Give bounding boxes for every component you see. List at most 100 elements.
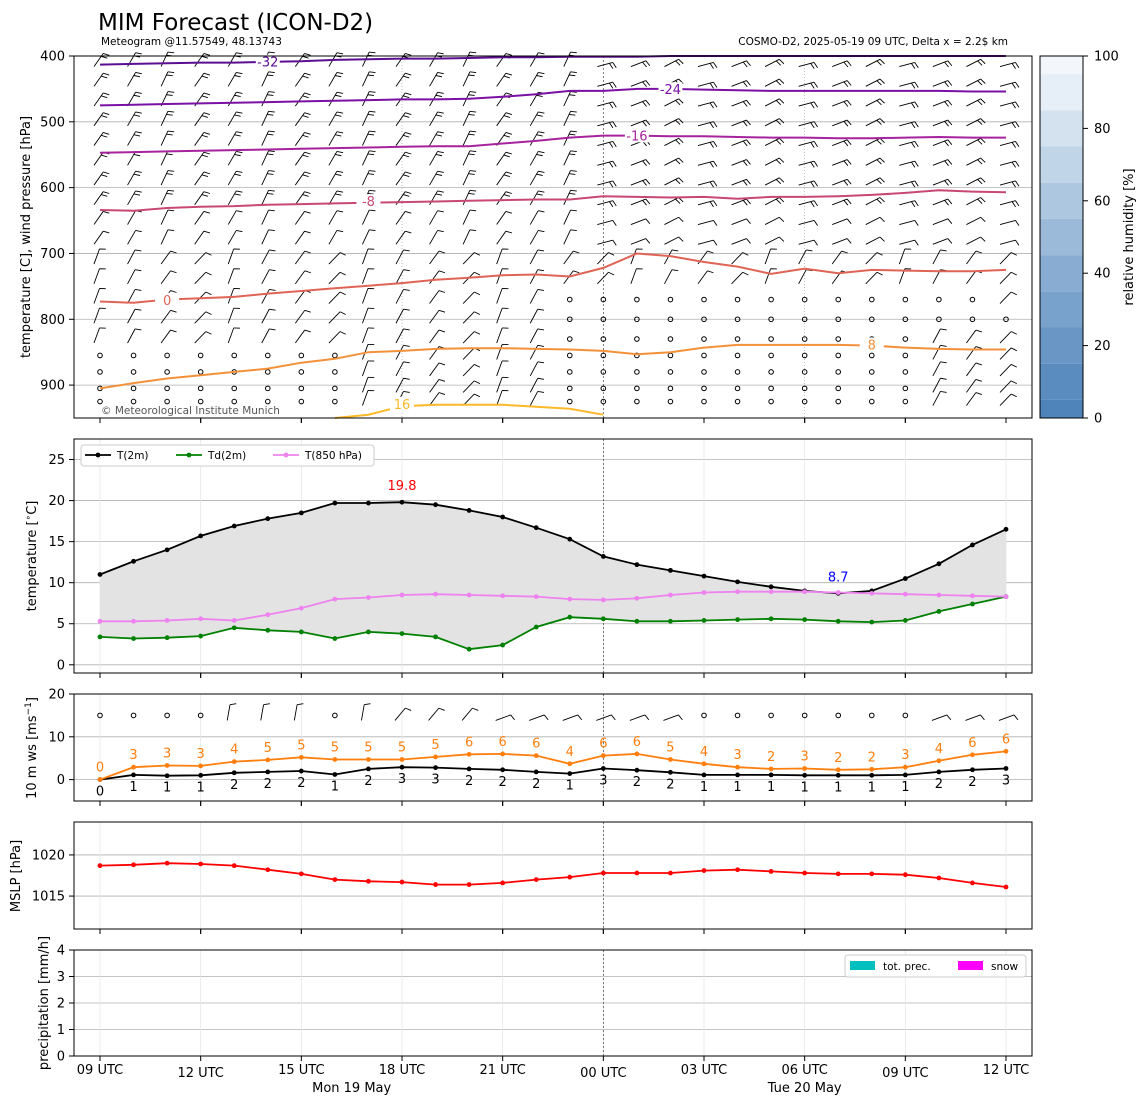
time-tick-label: 18 UTC	[379, 1063, 425, 1078]
t850-point	[332, 597, 337, 602]
gust-wind-point	[232, 759, 237, 764]
wind-value-label: 1	[700, 780, 708, 795]
precipitation-tick-label: 2	[57, 997, 65, 1012]
wind-value-label: 3	[163, 746, 171, 761]
colorbar-tick-label: 100	[1094, 50, 1119, 65]
mean-wind-point	[433, 765, 438, 770]
t2m-point	[534, 525, 539, 530]
wind-value-label: 5	[264, 741, 272, 756]
mean-wind-point	[869, 773, 874, 778]
precipitation-tick-label: 4	[57, 944, 65, 959]
t850-point	[165, 618, 170, 623]
td2m-point	[769, 616, 774, 621]
time-tick-label: 12 UTC	[177, 1066, 223, 1081]
wind-value-label: 2	[633, 775, 641, 790]
pressure-tick-label: 800	[40, 313, 65, 328]
model-subtitle: COSMO-D2, 2025-05-19 09 UTC, Delta x = 2…	[738, 36, 1008, 48]
figure-title: MIM Forecast (ICON-D2)	[98, 10, 373, 36]
legend-entry: snow	[991, 961, 1019, 973]
temperature-tick-label: 25	[48, 453, 65, 468]
mslp-point	[769, 869, 774, 874]
mslp-point	[836, 871, 841, 876]
wind-value-label: 5	[364, 740, 372, 755]
mean-wind-point	[769, 772, 774, 777]
wind-value-label: 4	[935, 742, 943, 757]
mean-wind-point	[702, 772, 707, 777]
mean-wind-point	[165, 773, 170, 778]
wind-value-label: 2	[666, 777, 674, 792]
colorbar-tick-label: 20	[1094, 339, 1111, 354]
mslp-point	[936, 876, 941, 881]
td2m-point	[836, 619, 841, 624]
gust-wind-point	[970, 752, 975, 757]
t850-point	[869, 591, 874, 596]
precipitation-tick-label: 1	[57, 1023, 65, 1038]
wind-speed-tick-label: 20	[48, 688, 65, 703]
day-label: Mon 19 May	[312, 1081, 391, 1096]
colorbar-segment	[1040, 255, 1083, 291]
wind-speed-tick-label: 10	[48, 730, 65, 745]
wind-value-label: 1	[767, 780, 775, 795]
mslp-point	[735, 867, 740, 872]
time-tick-label: 03 UTC	[681, 1063, 727, 1078]
gust-wind-point	[903, 765, 908, 770]
wind-value-label: 2	[935, 777, 943, 792]
t850-point	[702, 590, 707, 595]
mslp-point	[500, 881, 505, 886]
mean-wind-point	[634, 768, 639, 773]
mslp-point	[98, 863, 103, 868]
t2m-point	[265, 516, 270, 521]
td2m-point	[936, 609, 941, 614]
colorbar-segment	[1040, 328, 1083, 364]
gust-wind-point	[332, 757, 337, 762]
wind-value-label: 6	[499, 735, 507, 750]
wind-value-label: 1	[129, 780, 137, 795]
mean-wind-point	[534, 769, 539, 774]
td2m-point	[668, 619, 673, 624]
day-label: Tue 20 May	[767, 1081, 842, 1096]
pressure-tick-label: 1020	[32, 848, 65, 863]
gust-wind-point	[98, 777, 103, 782]
pressure-tick-label: 600	[40, 181, 65, 196]
t850-point	[936, 593, 941, 598]
wind-value-label: 3	[398, 772, 406, 787]
gust-wind-point	[567, 761, 572, 766]
wind-value-label: 6	[1002, 732, 1010, 747]
gust-wind-point	[936, 758, 941, 763]
wind-value-label: 3	[801, 749, 809, 764]
colorbar-segment	[1040, 219, 1083, 255]
wind-value-label: 6	[633, 735, 641, 750]
mslp-point	[702, 868, 707, 873]
wind-value-label: 1	[566, 779, 574, 794]
gust-wind-point	[299, 755, 304, 760]
t850-point	[769, 589, 774, 594]
t2m-point	[1004, 527, 1009, 532]
wind-value-label: 2	[264, 777, 272, 792]
wind-value-label: 1	[901, 780, 909, 795]
gust-wind-point	[198, 764, 203, 769]
mean-wind-point	[467, 767, 472, 772]
td2m-point	[366, 630, 371, 635]
gust-wind-point	[366, 757, 371, 762]
time-tick-label: 00 UTC	[580, 1066, 626, 1081]
wind-value-label: 2	[968, 775, 976, 790]
mean-wind-point	[802, 773, 807, 778]
pressure-tick-label: 400	[40, 50, 65, 65]
t2m-point	[366, 501, 371, 506]
td2m-point	[165, 635, 170, 640]
mslp-point	[366, 879, 371, 884]
gust-wind-point	[165, 763, 170, 768]
temperature-legend: T(2m)Td(2m)T(850 hPa)	[81, 445, 374, 466]
mslp-point	[467, 882, 472, 887]
t850-point	[668, 593, 673, 598]
mslp-point	[970, 881, 975, 886]
mslp-point	[567, 875, 572, 880]
mslp-point	[198, 862, 203, 867]
mean-wind-point	[400, 765, 405, 770]
td2m-point	[131, 636, 136, 641]
t2m-point	[702, 574, 707, 579]
colorbar-segment	[1040, 183, 1083, 219]
wind-value-label: 1	[801, 780, 809, 795]
